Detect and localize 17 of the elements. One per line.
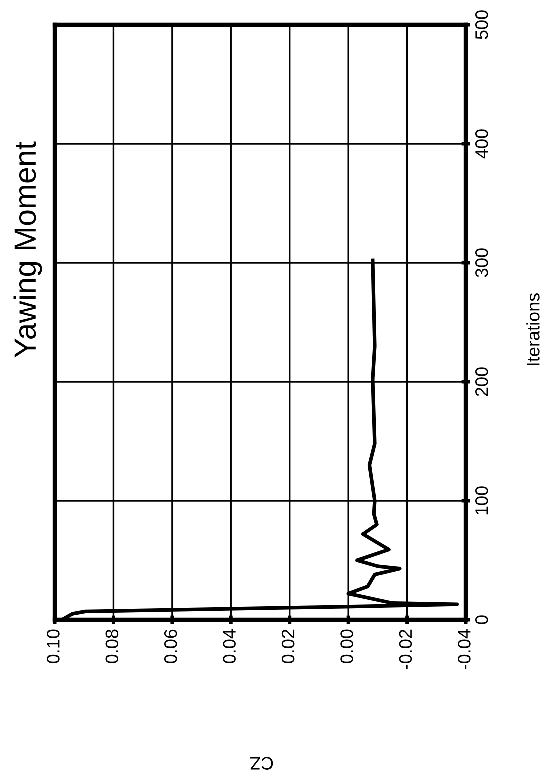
- x-tick-label: 0.04: [223, 630, 236, 664]
- x-axis-title: CZ: [250, 757, 274, 770]
- x-tick-label: -0.02: [399, 630, 412, 670]
- x-tick-label: 0.00: [340, 630, 354, 664]
- y-tick-label: 0: [476, 616, 488, 624]
- text: Yawing Moment: [14, 142, 42, 358]
- y-axis-title: Iterations: [526, 294, 540, 366]
- y-tick-label: 400: [476, 130, 488, 159]
- x-tick-label: 0.08: [106, 630, 119, 664]
- x-tick-label: 0.02: [282, 630, 295, 664]
- x-tick-label: 0.06: [164, 630, 178, 664]
- y-tick-label: 200: [476, 368, 488, 396]
- y-tick-label: 100: [476, 486, 488, 515]
- y-tick-label: 300: [476, 248, 488, 278]
- x-tick-label: 0.10: [47, 630, 60, 664]
- x-tick-label: -0.04: [458, 630, 471, 670]
- y-tick-label: 500: [476, 10, 488, 40]
